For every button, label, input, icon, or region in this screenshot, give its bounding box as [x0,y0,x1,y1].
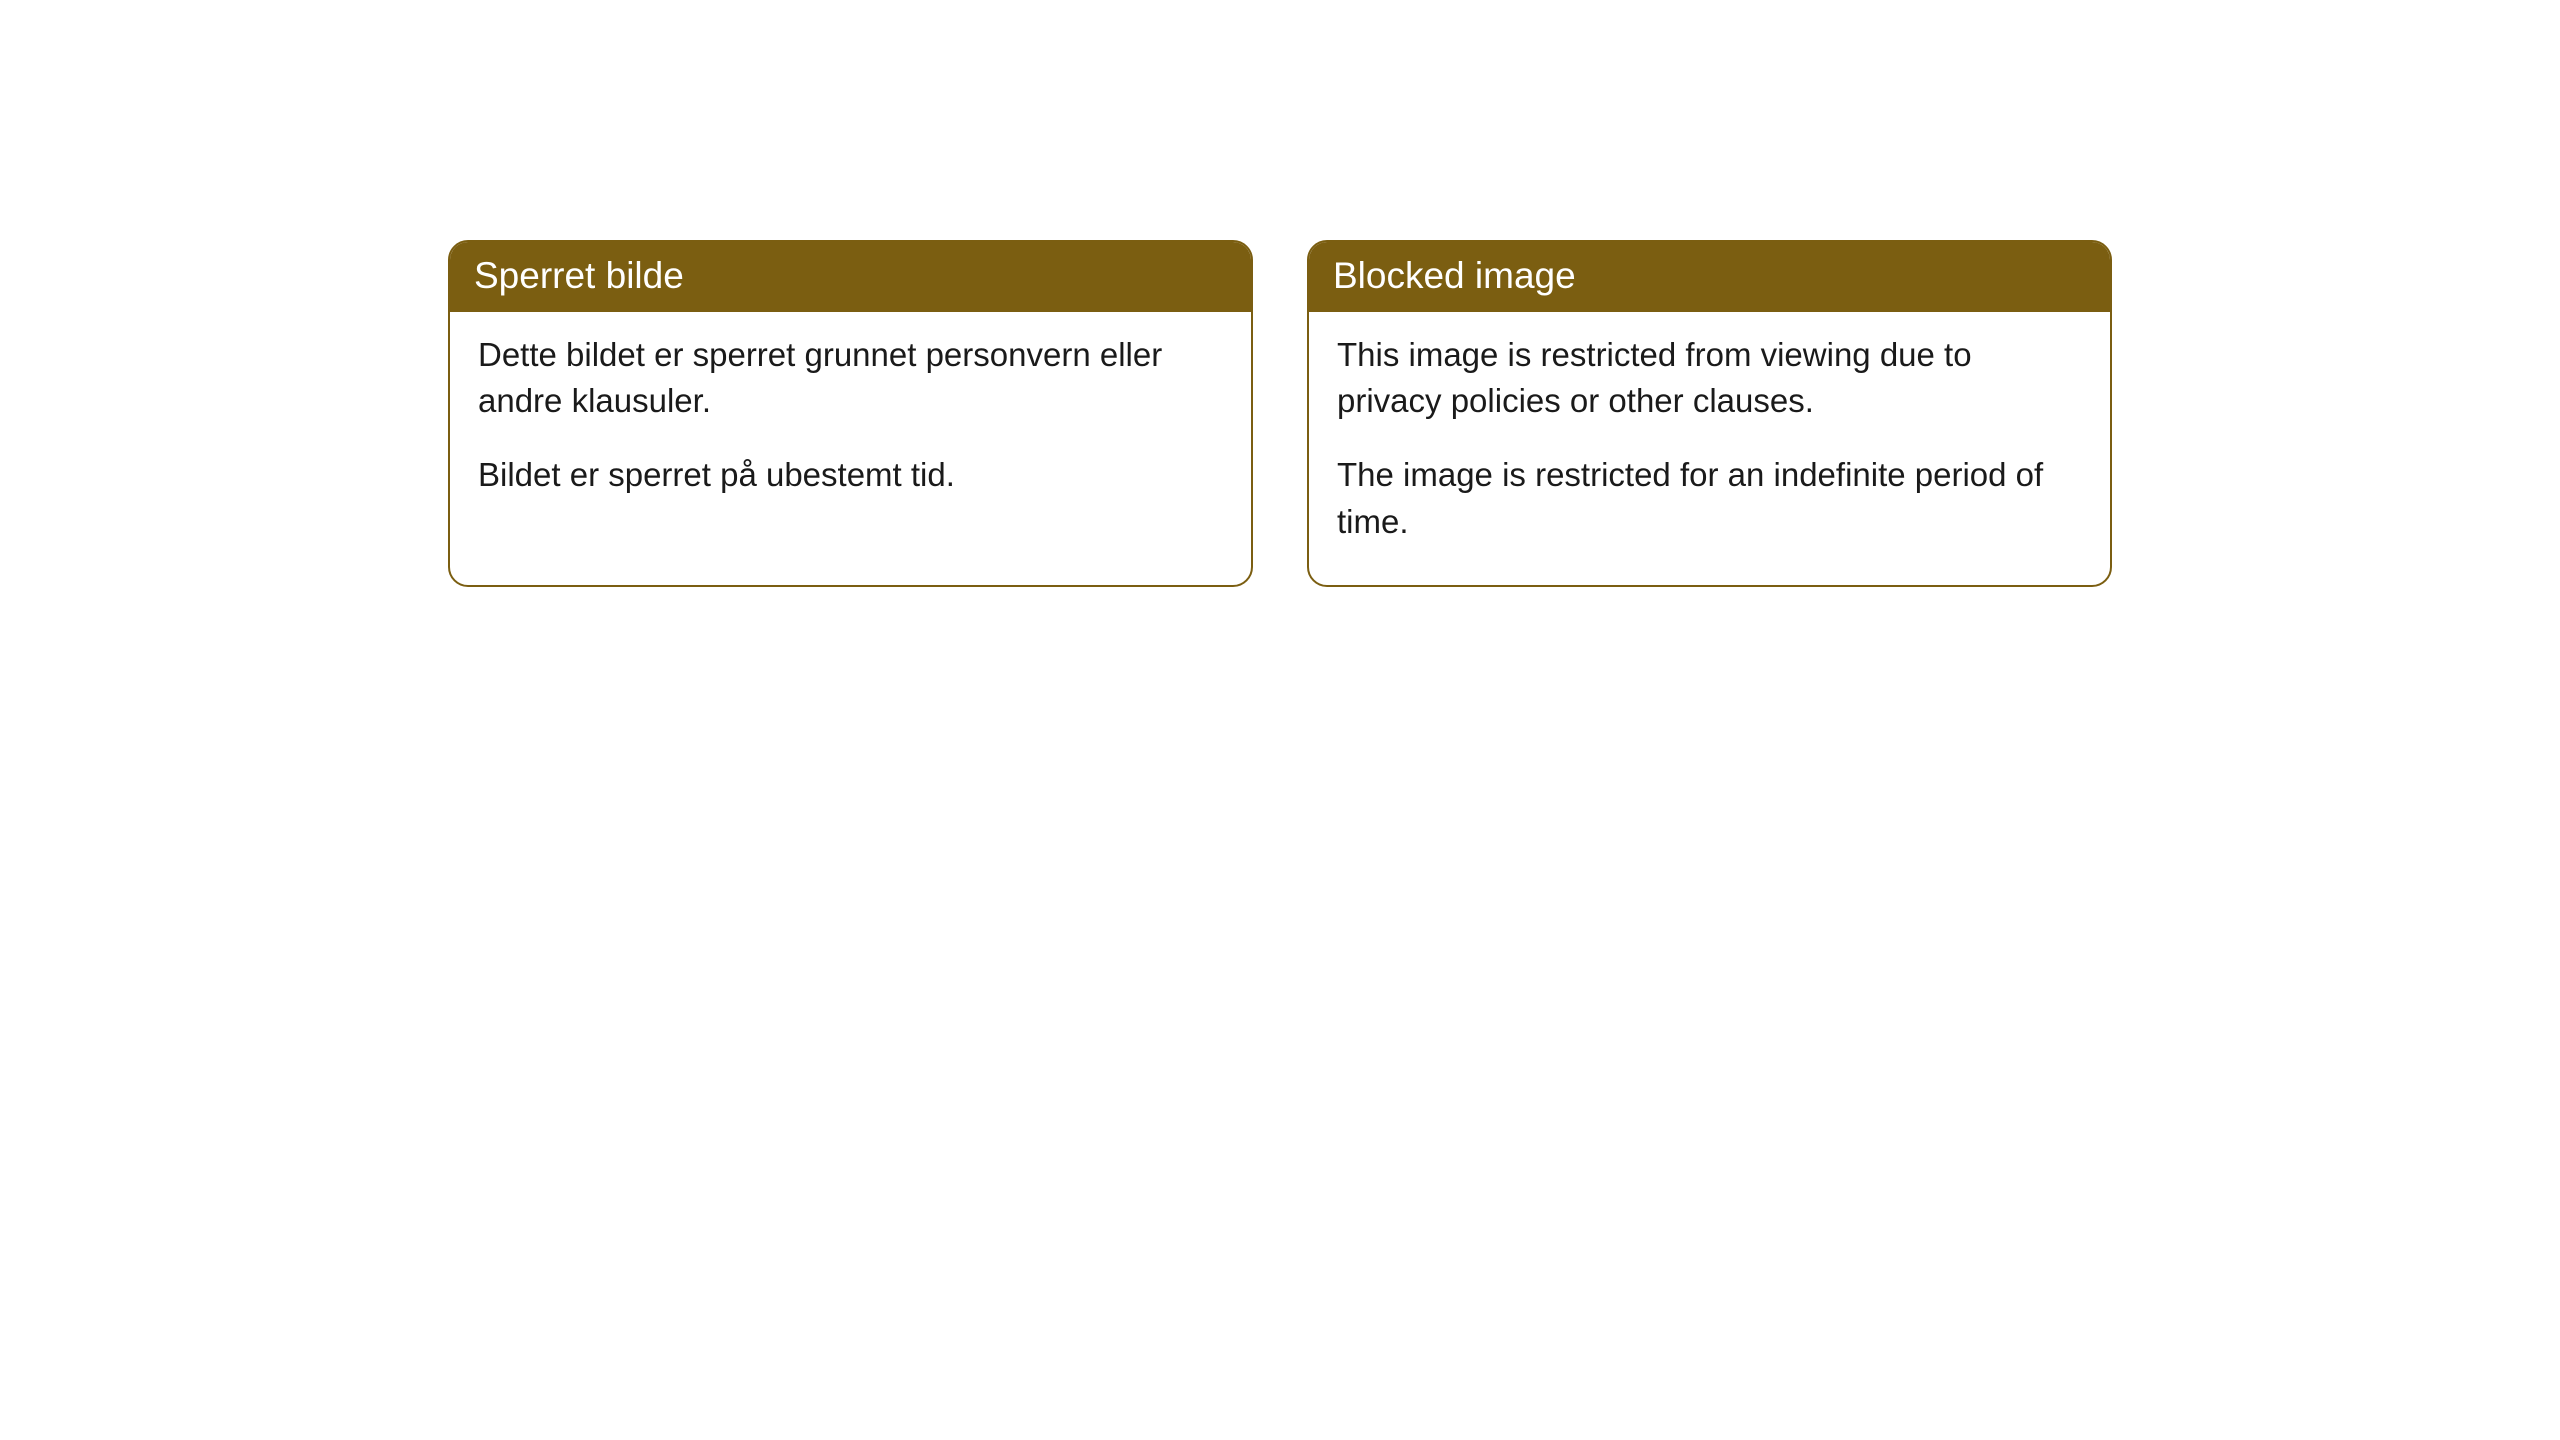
card-paragraph: This image is restricted from viewing du… [1337,332,2082,424]
card-header-english: Blocked image [1309,242,2110,312]
notice-card-english: Blocked image This image is restricted f… [1307,240,2112,587]
card-header-norwegian: Sperret bilde [450,242,1251,312]
card-paragraph: Dette bildet er sperret grunnet personve… [478,332,1223,424]
card-paragraph: The image is restricted for an indefinit… [1337,452,2082,544]
notice-card-norwegian: Sperret bilde Dette bildet er sperret gr… [448,240,1253,587]
card-body-norwegian: Dette bildet er sperret grunnet personve… [450,312,1251,539]
card-body-english: This image is restricted from viewing du… [1309,312,2110,585]
notice-cards-container: Sperret bilde Dette bildet er sperret gr… [448,240,2112,587]
card-paragraph: Bildet er sperret på ubestemt tid. [478,452,1223,498]
